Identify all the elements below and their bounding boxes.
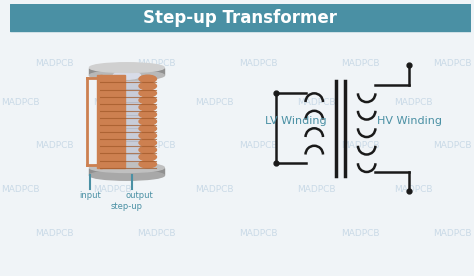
Text: MADPCB: MADPCB [195, 98, 234, 107]
Bar [100, 75, 125, 83]
Ellipse shape [113, 71, 140, 79]
Bar [100, 118, 125, 125]
Ellipse shape [90, 63, 164, 73]
Text: MADPCB: MADPCB [137, 229, 175, 238]
Text: MADPCB: MADPCB [394, 98, 433, 107]
Bar [100, 125, 125, 132]
Ellipse shape [139, 82, 156, 90]
Ellipse shape [139, 125, 156, 132]
Text: MADPCB: MADPCB [433, 141, 471, 150]
Ellipse shape [139, 146, 156, 154]
Text: MADPCB: MADPCB [35, 229, 73, 238]
Text: Step-up Transformer: Step-up Transformer [144, 9, 337, 26]
Ellipse shape [139, 153, 156, 161]
Text: MADPCB: MADPCB [1, 185, 39, 194]
Bar [100, 132, 125, 139]
Bar [100, 83, 125, 90]
Text: output: output [126, 191, 154, 200]
Text: MADPCB: MADPCB [93, 98, 132, 107]
Bar [100, 146, 125, 153]
Text: step-up: step-up [111, 201, 143, 211]
Text: MADPCB: MADPCB [433, 229, 471, 238]
Ellipse shape [139, 75, 156, 83]
Text: MADPCB: MADPCB [93, 185, 132, 194]
Ellipse shape [139, 104, 156, 111]
Bar [100, 97, 125, 104]
Bar [100, 90, 125, 97]
Text: MADPCB: MADPCB [35, 141, 73, 150]
Text: MADPCB: MADPCB [195, 185, 234, 194]
Bar [100, 153, 125, 161]
Text: LV Winding: LV Winding [265, 116, 327, 126]
Text: MADPCB: MADPCB [394, 185, 433, 194]
Ellipse shape [139, 89, 156, 97]
Ellipse shape [90, 171, 164, 180]
Bar [100, 111, 125, 118]
Bar [90, 168, 164, 175]
Ellipse shape [139, 118, 156, 125]
Bar [100, 104, 125, 111]
Bar [97, 75, 102, 168]
Text: MADPCB: MADPCB [239, 229, 277, 238]
Ellipse shape [90, 163, 164, 172]
Text: MADPCB: MADPCB [341, 141, 379, 150]
Text: input: input [80, 191, 101, 200]
Text: MADPCB: MADPCB [239, 59, 277, 68]
Text: MADPCB: MADPCB [433, 59, 471, 68]
Text: MADPCB: MADPCB [297, 98, 336, 107]
Ellipse shape [139, 111, 156, 118]
Ellipse shape [139, 139, 156, 147]
Bar [90, 68, 164, 75]
Ellipse shape [139, 97, 156, 104]
Text: MADPCB: MADPCB [297, 185, 336, 194]
Bar [100, 139, 125, 146]
Text: MADPCB: MADPCB [239, 141, 277, 150]
Bar [113, 75, 140, 168]
Ellipse shape [90, 71, 164, 80]
Text: MADPCB: MADPCB [341, 229, 379, 238]
Text: MADPCB: MADPCB [137, 59, 175, 68]
Bar [100, 161, 125, 168]
Text: MADPCB: MADPCB [341, 59, 379, 68]
Text: HV Winding: HV Winding [377, 116, 442, 126]
Text: MADPCB: MADPCB [35, 59, 73, 68]
Ellipse shape [139, 132, 156, 139]
Bar [10, 4, 471, 31]
Text: MADPCB: MADPCB [1, 98, 39, 107]
Text: MADPCB: MADPCB [137, 141, 175, 150]
Ellipse shape [139, 160, 156, 168]
